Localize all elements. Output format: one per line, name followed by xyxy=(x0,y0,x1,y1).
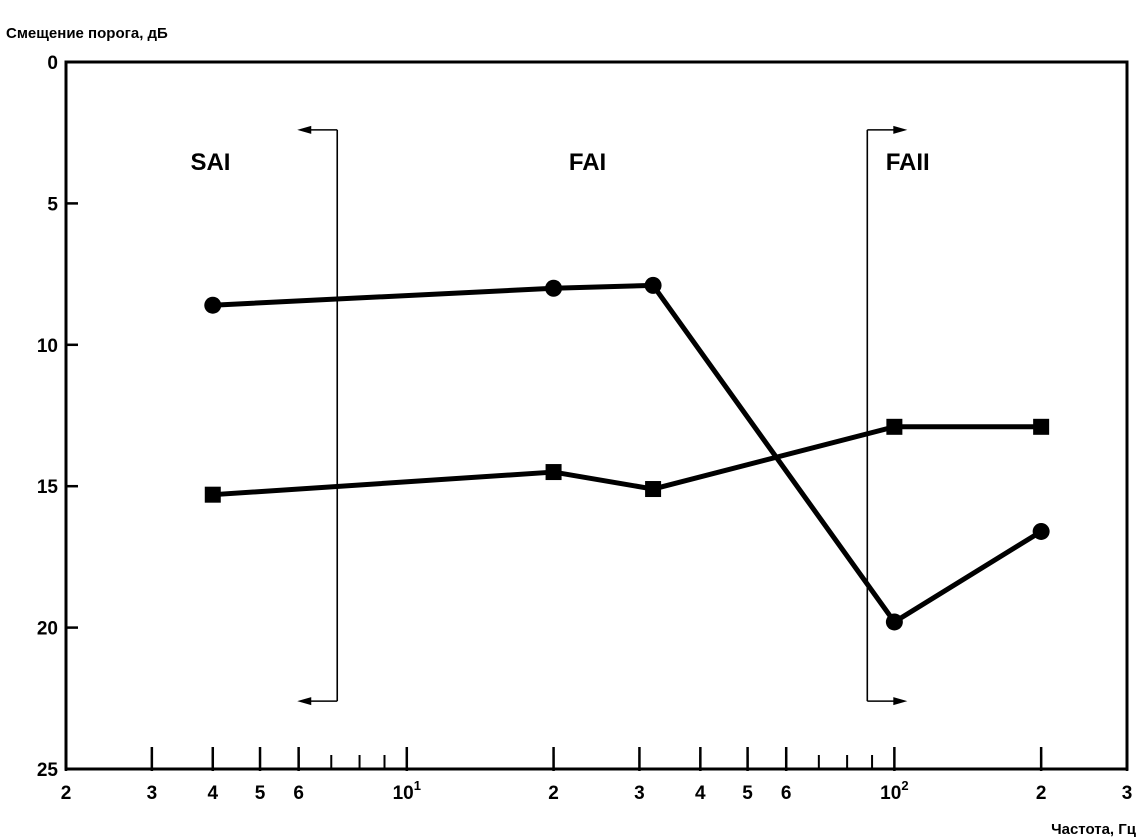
data-point-square xyxy=(204,486,221,503)
region-label-fai: FAI xyxy=(569,149,606,176)
x-tick-label: 4 xyxy=(207,783,218,804)
data-point-square xyxy=(886,418,903,435)
data-point-circle xyxy=(885,613,903,631)
region-label-faii: FAII xyxy=(886,149,930,176)
bracket-arrowhead xyxy=(297,125,312,134)
x-axis-label: Частота, Гц xyxy=(1051,821,1137,838)
bracket-arrowhead xyxy=(893,125,908,134)
region-labels: SAI FAI FAII xyxy=(190,149,929,176)
x-tick-label: 2 xyxy=(1036,783,1047,804)
x-tick-label: 3 xyxy=(147,783,158,804)
x-tick-label: 2 xyxy=(548,783,559,804)
data-point-circle xyxy=(204,296,222,314)
series-group xyxy=(204,276,1050,631)
y-tick-label: 15 xyxy=(37,477,59,498)
x-tick-label: 6 xyxy=(293,783,304,804)
data-point-circle xyxy=(644,276,662,294)
bracket-arrowhead xyxy=(297,697,312,706)
x-tick-label: 3 xyxy=(634,783,645,804)
bracket-arrowhead xyxy=(893,697,908,706)
region-label-sai: SAI xyxy=(190,149,230,176)
x-tick-label: 4 xyxy=(695,783,706,804)
x-tick-label: 5 xyxy=(255,783,266,804)
y-tick-label: 0 xyxy=(47,53,58,74)
data-point-square xyxy=(1033,418,1050,435)
x-tick-label: 101 xyxy=(393,778,421,804)
data-point-circle xyxy=(1032,522,1050,540)
y-tick-label: 25 xyxy=(37,760,59,781)
y-tick-label: 20 xyxy=(37,619,58,640)
x-tick-label: 2 xyxy=(61,783,72,804)
x-tick-label: 3 xyxy=(1122,783,1133,804)
region-brackets xyxy=(297,125,908,706)
data-point-square xyxy=(545,464,562,481)
y-tick-label: 10 xyxy=(37,336,58,357)
x-tick-label: 6 xyxy=(781,783,792,804)
x-tick-label: 5 xyxy=(742,783,753,804)
axis-ticks: 2 3 4 5 6 101 2 3 4 5 6 102 2 3 0 5 10 15 20 25 xyxy=(37,53,1132,804)
data-point-circle xyxy=(545,279,563,297)
y-tick-label: 5 xyxy=(47,194,58,215)
x-tick-label: 102 xyxy=(880,778,908,804)
y-axis-label: Смещение порога, дБ xyxy=(6,25,168,42)
plot-frame xyxy=(64,60,1129,771)
data-point-square xyxy=(645,481,662,498)
